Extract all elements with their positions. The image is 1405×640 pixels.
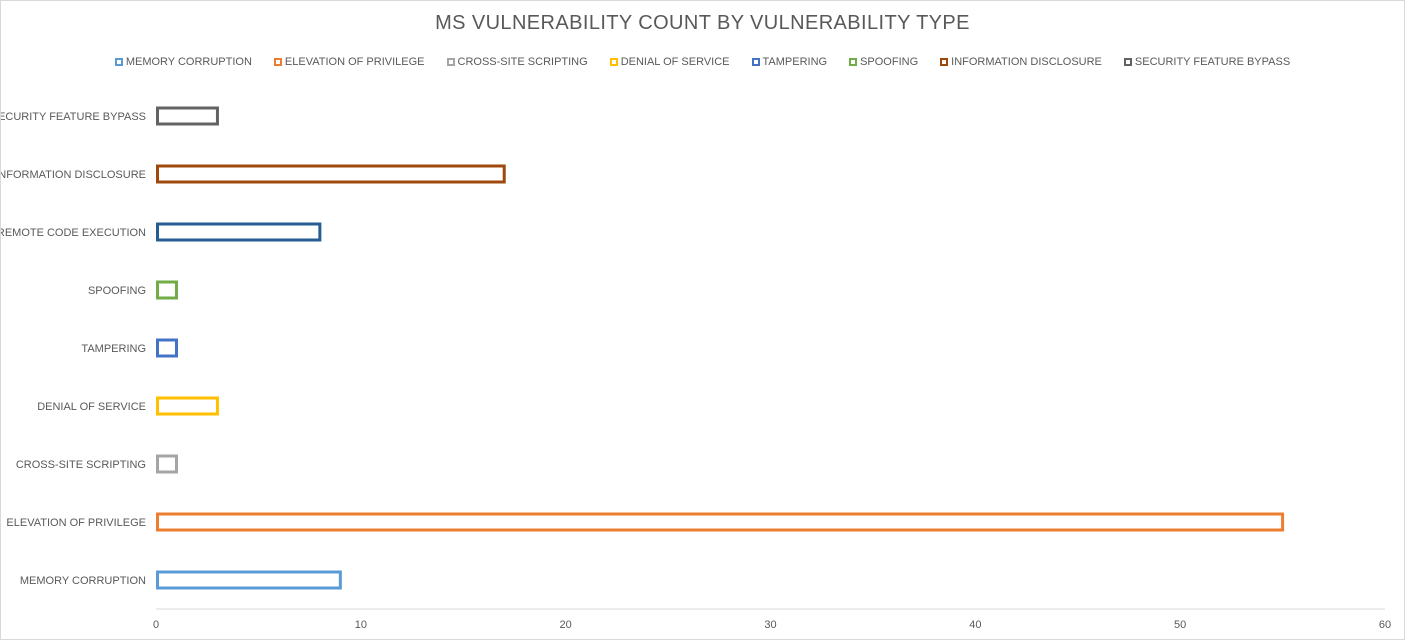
legend-swatch	[751, 58, 760, 66]
legend-item: INFORMATION DISCLOSURE	[940, 53, 1102, 71]
legend-swatch	[609, 58, 618, 66]
y-category-label: INFORMATION DISCLOSURE	[1, 169, 146, 181]
y-category-label: DENIAL OF SERVICE	[37, 401, 146, 413]
legend-label: ELEVATION OF PRIVILEGE	[284, 56, 425, 68]
bar	[156, 222, 322, 242]
legend-item: SECURITY FEATURE BYPASS	[1123, 53, 1291, 71]
legend-label: MEMORY CORRUPTION	[125, 56, 252, 68]
y-category-label: SPOOFING	[88, 285, 146, 297]
legend-swatch	[446, 58, 455, 66]
bar	[156, 338, 178, 358]
x-tick-label: 0	[153, 619, 159, 631]
legend-swatch	[114, 58, 123, 66]
x-tick-label: 10	[355, 619, 367, 631]
y-category-label: REMOTE CODE EXECUTION	[1, 227, 146, 239]
chart-title: MS VULNERABILITY COUNT BY VULNERABILITY …	[435, 12, 970, 34]
bar	[156, 570, 342, 590]
legend-item: DENIAL OF SERVICE	[609, 53, 730, 71]
bar	[156, 454, 178, 474]
chart-legend: MEMORY CORRUPTION ELEVATION OF PRIVILEGE C…	[1, 53, 1404, 71]
y-category-label: TAMPERING	[81, 343, 146, 355]
legend-item: CROSS-SITE SCRIPTING	[446, 53, 588, 71]
legend-item: MEMORY CORRUPTION	[114, 53, 252, 71]
y-category-label: CROSS-SITE SCRIPTING	[16, 459, 146, 471]
y-category-label: MEMORY CORRUPTION	[20, 575, 146, 587]
legend-swatch	[849, 58, 858, 66]
x-tick-label: 50	[1174, 619, 1186, 631]
legend-label: DENIAL OF SERVICE	[620, 56, 730, 68]
legend-label: CROSS-SITE SCRIPTING	[457, 56, 588, 68]
legend-label: TAMPERING	[762, 56, 828, 68]
y-category-label: SECURITY FEATURE BYPASS	[1, 111, 146, 123]
legend-label: INFORMATION DISCLOSURE	[951, 56, 1102, 68]
legend-item: TAMPERING	[751, 53, 828, 71]
x-tick-label: 40	[969, 619, 981, 631]
bar	[156, 280, 178, 300]
x-tick-label: 20	[560, 619, 572, 631]
bar	[156, 164, 506, 184]
legend-item: SPOOFING	[849, 53, 918, 71]
bar	[156, 106, 219, 126]
legend-item: ELEVATION OF PRIVILEGE	[273, 53, 425, 71]
legend-swatch	[273, 58, 282, 66]
legend-swatch	[940, 58, 949, 66]
legend-swatch	[1123, 58, 1132, 66]
y-category-label: ELEVATION OF PRIVILEGE	[6, 517, 146, 529]
x-tick-label: 30	[764, 619, 776, 631]
legend-label: SPOOFING	[860, 56, 919, 68]
x-tick-label: 60	[1379, 619, 1391, 631]
bar	[156, 396, 219, 416]
legend-label: SECURITY FEATURE BYPASS	[1134, 56, 1291, 68]
bar	[156, 512, 1285, 532]
